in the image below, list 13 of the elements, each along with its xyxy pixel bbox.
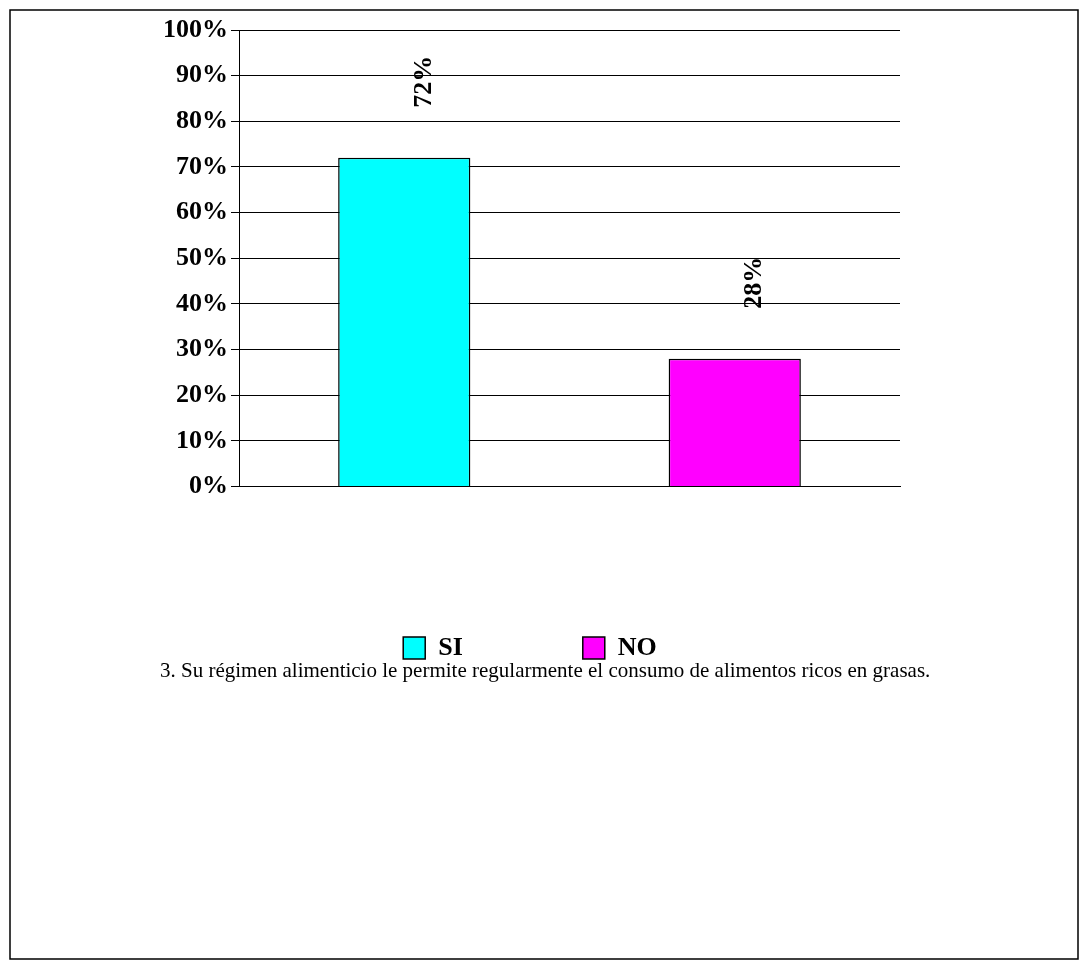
y-tick-label: 80% (176, 105, 228, 135)
y-tick-label: 0% (189, 470, 228, 500)
text: 72% (407, 55, 437, 108)
y-tick-label: 100% (163, 13, 228, 43)
y-tick-label: 10% (176, 424, 228, 454)
text: 28% (738, 256, 768, 309)
y-tick-label: 60% (176, 196, 228, 226)
y-tick-label: 30% (176, 333, 228, 363)
y-tick-label: 40% (176, 287, 228, 317)
y-tick-label: 50% (176, 242, 228, 272)
y-tick-label: 90% (176, 59, 228, 89)
y-tick-label: 70% (176, 150, 228, 180)
y-tick-label: 20% (176, 379, 228, 408)
